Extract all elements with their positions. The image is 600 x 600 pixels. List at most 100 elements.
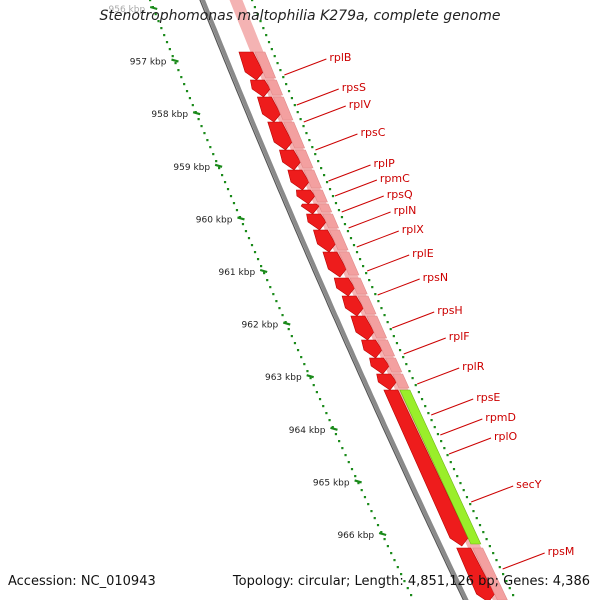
gene-label-rplE[interactable]: rplE — [412, 247, 434, 260]
outer-ruler-dot — [311, 146, 314, 149]
gene-label-rplF[interactable]: rplF — [449, 330, 470, 343]
outer-ruler-dot — [302, 125, 305, 128]
gene-rpsH-segment — [349, 277, 368, 295]
ruler-dot — [284, 321, 287, 324]
outer-ruler-dot — [485, 538, 488, 541]
gene-label-rplR[interactable]: rplR — [462, 360, 485, 373]
outer-ruler-dot — [417, 391, 420, 394]
ruler-dot — [363, 496, 367, 499]
gene-label-rpmC[interactable]: rpmC — [380, 172, 410, 185]
ruler-dot — [331, 426, 334, 429]
outer-ruler-dot — [251, 0, 254, 2]
ruler-dot — [232, 202, 236, 205]
gene-label-secY[interactable]: secY — [516, 478, 542, 491]
ruler-dot — [275, 300, 278, 303]
gene-label-rpsM[interactable]: rpsM — [548, 545, 575, 558]
ruler-tick-label: 963 kbp — [265, 373, 302, 383]
ruler-tick — [149, 5, 158, 11]
gene-rplV-leader — [303, 105, 346, 123]
outer-ruler-dot — [392, 335, 395, 338]
ruler-dot — [328, 419, 331, 422]
ruler-dot — [306, 370, 309, 373]
outer-ruler-dot — [299, 118, 302, 121]
ruler-dot — [215, 160, 218, 163]
ruler-dot — [220, 174, 224, 177]
outer-ruler-dot — [482, 531, 485, 534]
ruler-dot — [293, 342, 297, 345]
outer-ruler-dot — [456, 475, 459, 478]
outer-ruler-dot — [459, 482, 462, 485]
outer-ruler-dot — [492, 552, 495, 555]
gene-label-rplN[interactable]: rplN — [394, 204, 417, 217]
gene-rplE-segment — [328, 229, 349, 251]
gene-rpmC-arrow — [287, 169, 310, 191]
outer-ruler-dot — [398, 349, 402, 352]
outer-ruler-dot — [270, 48, 273, 51]
outer-ruler-dot — [495, 559, 498, 562]
ruler-dot — [347, 461, 350, 464]
gene-label-rpsC[interactable]: rpsC — [360, 126, 385, 139]
ruler: 956 kbp 957 kbp 958 kbp 959 kbp 960 kbp 961 k… — [109, 0, 413, 597]
ruler-dot — [303, 363, 306, 366]
ruler-dot — [163, 34, 166, 37]
outer-ruler-dot — [265, 34, 268, 37]
gene-rplE-arrow — [313, 229, 336, 253]
gene-label-rplV[interactable]: rplV — [349, 98, 372, 111]
outer-ruler-dot — [395, 342, 399, 345]
ruler-dot — [367, 503, 370, 506]
gene-rplO-segment — [392, 373, 410, 389]
gene-rpsQ-arrow — [296, 189, 316, 205]
gene-label-rplO[interactable]: rplO — [494, 430, 518, 443]
ruler-dot — [272, 293, 275, 296]
gene-label-rplB[interactable]: rplB — [329, 51, 351, 64]
outer-ruler-dot — [512, 594, 515, 597]
ruler-dot — [174, 62, 177, 65]
gene-rplV-arrow — [257, 96, 281, 123]
gene-label-rpsE[interactable]: rpsE — [476, 391, 500, 404]
gene-label-rplP[interactable]: rplP — [374, 157, 396, 170]
ruler-dot — [278, 307, 281, 310]
outer-ruler-dot — [346, 230, 350, 233]
accession-text: Accession: NC_010943 — [8, 574, 156, 589]
gene-rplO-leader — [448, 437, 492, 455]
ruler-dot — [354, 475, 357, 478]
outer-ruler-dot — [462, 489, 465, 492]
ruler-tick-label: 965 kbp — [313, 478, 350, 488]
gene-rplF-leader — [403, 337, 446, 355]
outer-ruler-dot — [349, 237, 353, 240]
outer-ruler-dot — [469, 503, 472, 506]
ruler-dot — [171, 55, 174, 58]
gene-secY-leader — [471, 485, 514, 503]
gene-label-rpsS[interactable]: rpsS — [342, 81, 366, 94]
ruler-tick — [192, 111, 201, 116]
outer-ruler-dot — [358, 258, 362, 261]
ruler-dot — [403, 580, 406, 583]
gene-rpsM-segment — [472, 547, 508, 600]
gene-rpsC-leader — [315, 133, 358, 151]
outer-ruler-dot — [256, 13, 259, 16]
ruler-tick — [237, 216, 245, 221]
gene-label-rpsQ[interactable]: rpsQ — [387, 188, 413, 201]
gene-label-rpsN[interactable]: rpsN — [423, 271, 448, 284]
gene-label-rpsH[interactable]: rpsH — [437, 304, 463, 317]
outer-ruler-dot — [371, 286, 374, 289]
outer-ruler-dot — [290, 97, 294, 100]
gene-rpsC-segment — [283, 121, 306, 149]
gene-rplX-leader — [356, 230, 399, 248]
gene-rpmD-arrow — [369, 357, 390, 375]
gene-rpsS-arrow — [250, 79, 271, 98]
ruler-dot — [266, 279, 269, 282]
outer-ruler-dot — [361, 265, 365, 268]
ruler-tick — [259, 268, 268, 274]
ruler-dot — [206, 139, 209, 142]
outer-ruler-dot — [389, 328, 392, 331]
outer-ruler-dot — [365, 272, 368, 275]
gene-label-rpmD[interactable]: rpmD — [485, 411, 516, 424]
outer-ruler-dot — [475, 517, 478, 520]
outer-ruler-dot — [443, 447, 446, 450]
gene-label-rplX[interactable]: rplX — [402, 223, 425, 236]
ruler-tick — [378, 531, 387, 537]
outer-ruler-dot — [317, 160, 320, 163]
ruler-tick-label: 964 kbp — [289, 426, 326, 436]
